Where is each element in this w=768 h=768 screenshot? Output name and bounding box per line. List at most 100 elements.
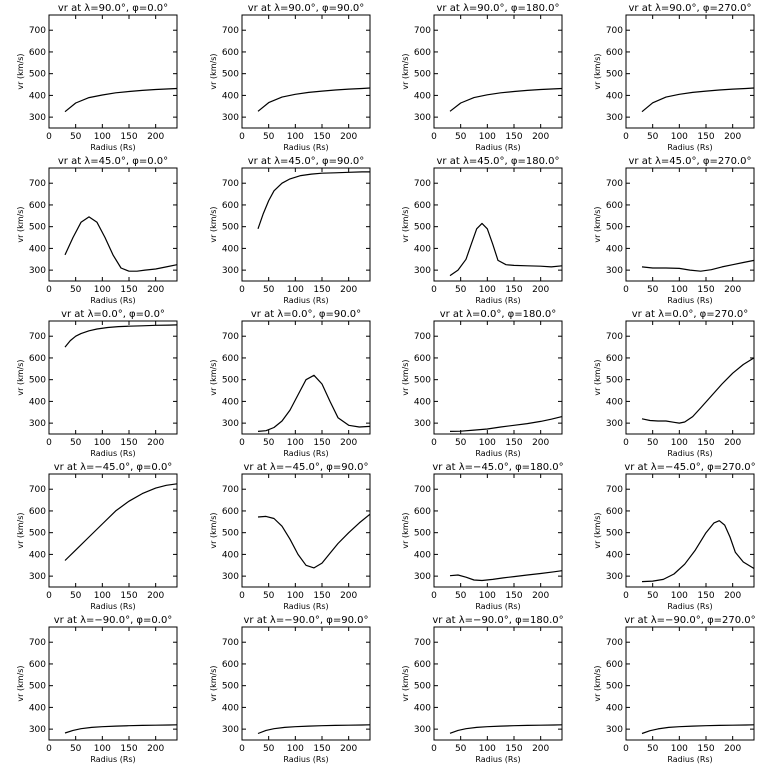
x-tick-label: 150 xyxy=(505,132,522,142)
y-tick-label: 500 xyxy=(606,682,623,692)
y-tick-label: 300 xyxy=(29,725,46,735)
y-axis-label: vr (km/s) xyxy=(209,359,218,395)
y-tick-label: 600 xyxy=(222,354,239,364)
x-tick-label: 0 xyxy=(239,132,245,142)
y-axis-label: vr (km/s) xyxy=(16,512,25,548)
y-tick-label: 400 xyxy=(414,703,431,713)
x-tick-label: 100 xyxy=(479,285,496,295)
x-tick-label: 0 xyxy=(46,285,52,295)
y-tick-label: 400 xyxy=(29,397,46,407)
plot-frame xyxy=(241,473,371,588)
x-tick-label: 150 xyxy=(505,591,522,601)
chart-title: vr at λ=0.0°, φ=0.0° xyxy=(61,309,165,320)
y-axis-label: vr (km/s) xyxy=(209,53,218,89)
chart-panel: vr at λ=−45.0°, φ=180.0° 0 50 100 150 200 300 4… xyxy=(401,462,564,611)
x-axis-label: Radius (Rs) xyxy=(475,143,520,152)
y-tick-label: 400 xyxy=(29,91,46,101)
y-tick-label: 500 xyxy=(29,529,46,539)
x-tick-label: 50 xyxy=(70,285,82,295)
y-tick-label: 700 xyxy=(222,179,239,189)
chart-title: vr at λ=90.0°, φ=0.0° xyxy=(58,3,168,14)
chart-panel: vr at λ=−90.0°, φ=180.0° 0 50 100 150 200 300 4… xyxy=(401,615,564,764)
chart-title: vr at λ=−90.0°, φ=270.0° xyxy=(624,615,755,626)
x-tick-label: 200 xyxy=(147,591,164,601)
chart-panel: vr at λ=45.0°, φ=270.0° 0 50 100 150 200 300 40… xyxy=(593,156,755,305)
x-tick-label: 0 xyxy=(431,132,437,142)
y-tick-label: 600 xyxy=(414,507,431,517)
chart-title: vr at λ=0.0°, φ=90.0° xyxy=(251,309,361,320)
y-tick-label: 600 xyxy=(414,48,431,58)
x-axis-label: Radius (Rs) xyxy=(90,143,135,152)
x-tick-label: 100 xyxy=(671,744,688,754)
x-tick-label: 100 xyxy=(94,591,111,601)
x-axis-label: Radius (Rs) xyxy=(667,755,712,764)
x-tick-label: 50 xyxy=(647,591,659,601)
x-tick-label: 100 xyxy=(479,438,496,448)
x-tick-label: 0 xyxy=(623,744,629,754)
chart-title: vr at λ=−90.0°, φ=180.0° xyxy=(432,615,563,626)
series-line xyxy=(641,87,755,113)
x-tick-label: 50 xyxy=(70,438,82,448)
x-axis-label: Radius (Rs) xyxy=(667,143,712,152)
x-tick-label: 100 xyxy=(287,744,304,754)
chart-panel: vr at λ=45.0°, φ=0.0° 0 50 100 150 200 300 400 5… xyxy=(16,156,178,305)
series-line xyxy=(257,513,371,569)
chart-panel: vr at λ=0.0°, φ=180.0° 0 50 100 150 200 300 400… xyxy=(401,309,563,458)
series-line xyxy=(64,724,178,734)
y-tick-label: 600 xyxy=(222,660,239,670)
chart-panel: vr at λ=45.0°, φ=180.0° 0 50 100 150 200 300 40… xyxy=(401,156,563,305)
y-tick-label: 700 xyxy=(414,332,431,342)
y-tick-label: 500 xyxy=(29,223,46,233)
y-tick-label: 700 xyxy=(414,485,431,495)
y-tick-label: 700 xyxy=(606,332,623,342)
y-axis-label: vr (km/s) xyxy=(593,53,602,89)
y-tick-label: 500 xyxy=(606,376,623,386)
plot-frame xyxy=(433,167,563,282)
x-tick-label: 200 xyxy=(147,285,164,295)
chart-title: vr at λ=90.0°, φ=180.0° xyxy=(437,3,560,14)
plot-frame xyxy=(48,320,178,435)
series-line xyxy=(64,216,178,272)
series-line xyxy=(64,87,178,113)
y-axis-label: vr (km/s) xyxy=(16,53,25,89)
chart-title: vr at λ=−45.0°, φ=270.0° xyxy=(624,462,755,473)
x-tick-label: 150 xyxy=(505,285,522,295)
y-tick-label: 600 xyxy=(29,354,46,364)
x-tick-label: 200 xyxy=(532,285,549,295)
chart-panel: vr at λ=−90.0°, φ=0.0° 0 50 100 150 200 300 400… xyxy=(16,615,178,764)
plot-frame xyxy=(241,167,371,282)
y-tick-label: 700 xyxy=(606,179,623,189)
chart-title: vr at λ=45.0°, φ=0.0° xyxy=(58,156,168,167)
y-tick-label: 300 xyxy=(414,419,431,429)
y-tick-label: 500 xyxy=(414,376,431,386)
x-tick-label: 200 xyxy=(340,438,357,448)
x-tick-label: 150 xyxy=(313,285,330,295)
y-tick-label: 500 xyxy=(222,376,239,386)
x-tick-label: 50 xyxy=(70,591,82,601)
x-tick-label: 0 xyxy=(431,744,437,754)
y-tick-label: 500 xyxy=(222,682,239,692)
y-tick-label: 600 xyxy=(29,660,46,670)
series-line xyxy=(641,520,755,583)
x-tick-label: 50 xyxy=(263,285,275,295)
series-line xyxy=(641,357,755,424)
y-tick-label: 500 xyxy=(222,223,239,233)
x-tick-label: 200 xyxy=(340,285,357,295)
x-axis-label: Radius (Rs) xyxy=(283,143,328,152)
plot-frame xyxy=(433,14,563,129)
x-tick-label: 50 xyxy=(263,438,275,448)
x-tick-label: 0 xyxy=(623,132,629,142)
plot-frame xyxy=(433,626,563,741)
x-tick-label: 100 xyxy=(671,285,688,295)
plot-frame xyxy=(625,320,755,435)
y-tick-label: 500 xyxy=(606,529,623,539)
y-axis-label: vr (km/s) xyxy=(593,665,602,701)
series-line xyxy=(641,259,755,272)
y-tick-label: 600 xyxy=(222,507,239,517)
x-tick-label: 200 xyxy=(147,132,164,142)
x-axis-label: Radius (Rs) xyxy=(283,296,328,305)
x-tick-label: 100 xyxy=(479,132,496,142)
chart-title: vr at λ=0.0°, φ=180.0° xyxy=(440,309,557,320)
y-tick-label: 400 xyxy=(414,91,431,101)
